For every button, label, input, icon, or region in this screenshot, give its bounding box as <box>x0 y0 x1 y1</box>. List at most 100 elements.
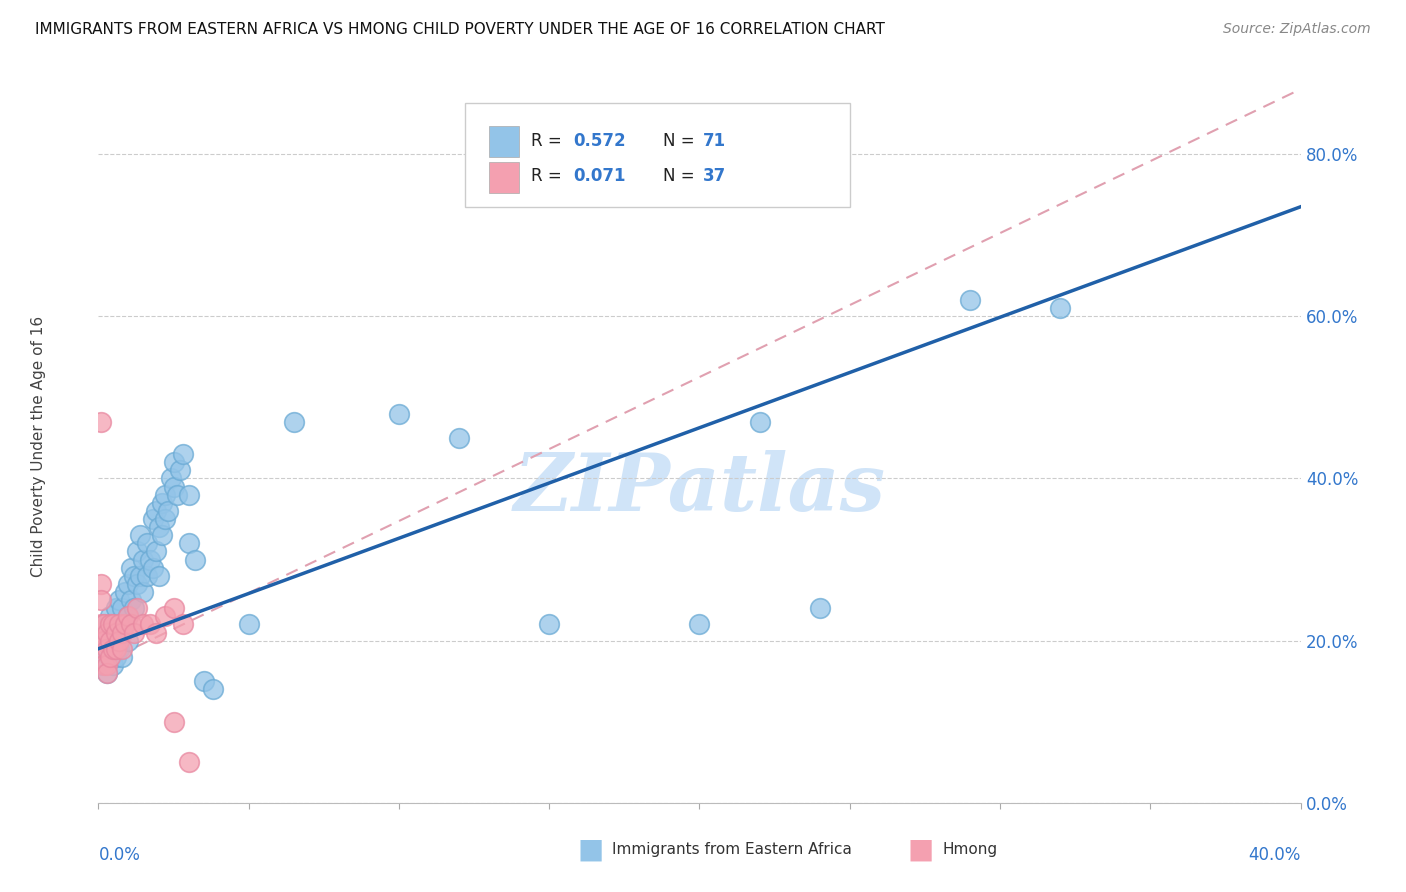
Point <box>117 577 139 591</box>
Point <box>145 625 167 640</box>
Point <box>177 536 200 550</box>
Point <box>689 617 711 632</box>
Point <box>132 617 155 632</box>
Text: 40.0%: 40.0% <box>1249 846 1301 863</box>
Point <box>105 633 128 648</box>
Point <box>148 520 170 534</box>
Point <box>103 641 125 656</box>
Point <box>124 601 146 615</box>
Point <box>141 560 163 574</box>
Point <box>145 544 167 558</box>
Point <box>156 504 179 518</box>
Point <box>127 544 149 558</box>
Point <box>162 601 184 615</box>
Text: 0.572: 0.572 <box>574 132 626 150</box>
Point <box>162 479 184 493</box>
Text: ■: ■ <box>908 835 934 863</box>
Point <box>100 617 122 632</box>
Point <box>132 585 155 599</box>
Point <box>96 666 118 681</box>
Text: Immigrants from Eastern Africa: Immigrants from Eastern Africa <box>612 842 852 856</box>
Point <box>238 617 260 632</box>
Point <box>138 617 160 632</box>
Point <box>1049 301 1071 315</box>
Point <box>129 568 152 582</box>
Point <box>166 488 188 502</box>
Point <box>111 649 134 664</box>
Point <box>172 447 194 461</box>
Point <box>96 641 118 656</box>
Point <box>150 528 173 542</box>
Point <box>105 601 128 615</box>
Point <box>100 649 122 664</box>
Point <box>159 471 181 485</box>
Point <box>117 609 139 624</box>
Point <box>162 714 184 729</box>
Point <box>111 641 134 656</box>
Point <box>135 536 157 550</box>
Point <box>121 560 143 574</box>
Text: ■: ■ <box>578 835 603 863</box>
Point <box>103 617 125 632</box>
Point <box>93 641 115 656</box>
Point <box>90 415 112 429</box>
Point <box>111 601 134 615</box>
Text: 0.0%: 0.0% <box>98 846 141 863</box>
Point <box>93 633 115 648</box>
Point <box>90 577 112 591</box>
Point <box>127 601 149 615</box>
Point <box>108 617 131 632</box>
Point <box>283 415 305 429</box>
Point <box>169 463 191 477</box>
Point <box>108 593 131 607</box>
Point <box>145 504 167 518</box>
Point <box>100 609 122 624</box>
Point <box>105 649 128 664</box>
Point <box>100 633 122 648</box>
Text: ZIPatlas: ZIPatlas <box>513 450 886 527</box>
Text: N =: N = <box>664 168 700 186</box>
Point <box>153 609 176 624</box>
FancyBboxPatch shape <box>465 103 849 207</box>
Point <box>135 568 157 582</box>
Point <box>100 633 122 648</box>
Point <box>121 617 143 632</box>
Point <box>103 657 125 672</box>
Point <box>114 617 136 632</box>
Point <box>105 641 128 656</box>
Bar <box>489 162 519 193</box>
Point <box>193 674 215 689</box>
Point <box>108 633 131 648</box>
Point <box>129 528 152 542</box>
Point <box>162 455 184 469</box>
Text: Child Poverty Under the Age of 16: Child Poverty Under the Age of 16 <box>31 316 46 576</box>
Point <box>177 756 200 770</box>
Point <box>90 593 112 607</box>
Text: 71: 71 <box>703 132 727 150</box>
Text: 37: 37 <box>703 168 727 186</box>
Point <box>90 657 112 672</box>
Point <box>96 657 118 672</box>
Point <box>447 431 470 445</box>
Point <box>111 625 134 640</box>
Point <box>124 625 146 640</box>
Point <box>96 641 118 656</box>
Point <box>132 552 155 566</box>
Point <box>108 641 131 656</box>
Point <box>177 488 200 502</box>
Text: R =: R = <box>531 168 567 186</box>
Point <box>93 617 115 632</box>
Point <box>93 657 115 672</box>
Point <box>748 415 770 429</box>
Point <box>103 641 125 656</box>
Text: Hmong: Hmong <box>942 842 997 856</box>
Point <box>538 617 561 632</box>
Point <box>108 617 131 632</box>
Text: N =: N = <box>664 132 700 150</box>
Bar <box>489 127 519 157</box>
Point <box>183 552 205 566</box>
Point <box>103 617 125 632</box>
Point <box>90 617 112 632</box>
Point <box>388 407 411 421</box>
Point <box>808 601 831 615</box>
